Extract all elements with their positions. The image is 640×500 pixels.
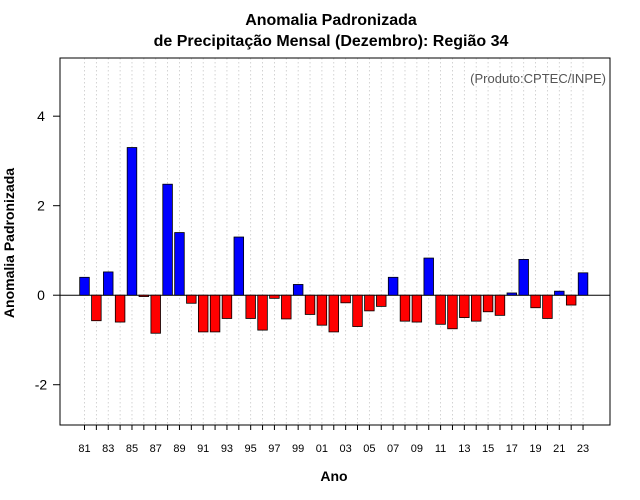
bar-1992	[209, 294, 221, 333]
bar-1998	[281, 294, 292, 320]
y-tick-label: 2	[37, 198, 45, 214]
bar-2015	[482, 294, 494, 313]
x-tick-label: 17	[506, 443, 518, 455]
x-tick-label: 95	[245, 443, 257, 455]
y-axis-title: Anomalia Padronizada	[1, 168, 17, 318]
bar-2011	[435, 294, 446, 325]
plot-frame	[59, 57, 611, 426]
x-tick-label: 09	[411, 443, 423, 455]
bar-2004	[352, 294, 363, 327]
bar-2019	[530, 294, 541, 309]
bar-2008	[399, 294, 411, 322]
bar-1986	[138, 294, 150, 297]
x-tick-label: 13	[458, 443, 470, 455]
bar-2010	[423, 257, 434, 296]
bar-2017	[506, 292, 518, 296]
x-tick-label: 03	[340, 443, 352, 455]
bar-2022	[565, 294, 577, 306]
x-tick-label: 05	[363, 443, 375, 455]
x-tick-label: 19	[529, 443, 541, 455]
bar-2018	[518, 259, 529, 296]
bar-1987	[150, 294, 161, 334]
bar-1995	[245, 294, 256, 319]
x-tick-label: 87	[150, 443, 162, 455]
bar-2023	[577, 272, 589, 296]
bar-2020	[542, 294, 553, 319]
bar-1984	[114, 294, 126, 323]
chart-subtitle: de Precipitação Mensal (Dezembro): Regiã…	[154, 33, 509, 50]
y-axis: -2 0 2 4	[35, 108, 60, 393]
x-tick-label: 89	[173, 443, 185, 455]
x-tick-label: 91	[197, 443, 209, 455]
x-tick-label: 97	[268, 443, 280, 455]
bar-2014	[471, 294, 482, 322]
x-tick-label: 07	[387, 443, 399, 455]
x-tick-label: 11	[435, 443, 446, 455]
x-tick-label: 99	[292, 443, 304, 455]
x-tick-label: 93	[221, 443, 233, 455]
bar-1993	[221, 294, 233, 319]
vertical-grid	[84, 58, 584, 425]
bar-2016	[494, 294, 506, 316]
bar-1981	[79, 276, 90, 296]
bar-2013	[459, 294, 470, 318]
bar-1990	[186, 294, 197, 304]
bar-2012	[447, 294, 458, 330]
chart-title: Anomalia Padronizada	[245, 12, 417, 29]
bar-1988	[162, 183, 173, 296]
bar-1989	[174, 232, 185, 296]
x-axis-title: Ano	[320, 468, 347, 484]
y-tick-label: 4	[37, 108, 45, 124]
bar-2006	[376, 294, 387, 307]
bar-1983	[103, 271, 114, 296]
bar-1985	[126, 147, 138, 296]
x-tick-label: 81	[78, 443, 90, 455]
bar-2001	[316, 294, 328, 326]
bar-1997	[269, 294, 280, 299]
x-tick-label: 83	[102, 443, 114, 455]
y-tick-label: 0	[37, 287, 45, 303]
bar-2005	[364, 294, 375, 312]
y-tick-label: -2	[35, 377, 48, 393]
bar-2009	[411, 294, 423, 323]
bar-1994	[233, 236, 245, 296]
bar-2000	[304, 294, 316, 315]
x-axis: 81 83 85 87 89 91 93 95 97 99 01 03 05 07 09 11 13 15 17 19…	[78, 425, 589, 455]
bar-1982	[91, 294, 102, 322]
bar-1996	[257, 294, 268, 331]
x-tick-label: 21	[553, 443, 565, 455]
x-tick-label: 23	[577, 443, 589, 455]
x-tick-label: 01	[316, 443, 328, 455]
bar-2003	[340, 294, 351, 304]
bar-2002	[328, 294, 339, 333]
bar-2007	[387, 276, 399, 296]
x-tick-label: 15	[482, 443, 494, 455]
source-annotation: (Produto:CPTEC/INPE)	[470, 71, 606, 86]
bar-2021	[554, 290, 565, 296]
bars	[79, 147, 589, 334]
bar-1991	[197, 294, 209, 333]
bar-1999	[292, 284, 304, 296]
x-tick-label: 85	[126, 443, 138, 455]
